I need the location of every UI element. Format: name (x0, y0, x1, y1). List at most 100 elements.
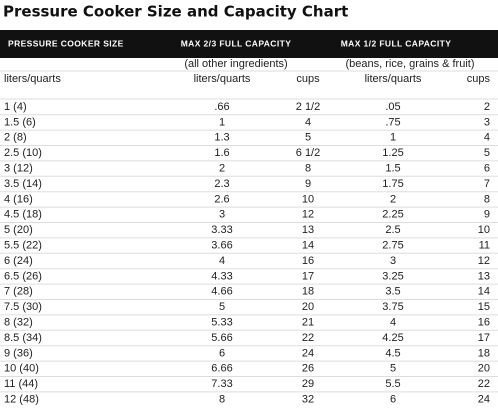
cell: 26 (302, 363, 314, 375)
cell: 3.33 (211, 224, 232, 236)
cell: 6.66 (211, 363, 232, 375)
cell: 22 (478, 378, 490, 390)
cell: 4 (16) (4, 193, 33, 205)
cell: 24 (478, 394, 490, 406)
cell: 16 (302, 255, 314, 267)
cell: 2 (390, 193, 396, 205)
cell: 2.75 (382, 240, 403, 252)
cell: 18 (302, 286, 314, 298)
cell: 6 (219, 347, 225, 359)
cell: 11 (44) (4, 378, 38, 390)
header: PRESSURE COOKER SIZE (8, 38, 124, 48)
cell: 2.25 (382, 209, 403, 221)
cell: 3 (484, 116, 490, 128)
cell: 5 (305, 132, 311, 144)
cell: 3.5 (14) (4, 178, 42, 190)
cell: 32 (302, 394, 314, 406)
cell: 3.75 (382, 301, 403, 313)
cell: 8 (305, 163, 311, 175)
cell: 20 (478, 363, 490, 375)
cell: 9 (484, 209, 490, 221)
cell: 14 (302, 240, 314, 252)
header-bar (0, 30, 498, 58)
cell: 18 (478, 347, 490, 359)
cell: 4 (390, 317, 396, 329)
cell: 12 (302, 209, 314, 221)
cell: 9 (305, 178, 311, 190)
cell: 5 (484, 147, 490, 159)
note: (all other ingredients) (184, 58, 287, 70)
cell: 1.3 (214, 132, 229, 144)
cell: 5.66 (211, 332, 232, 344)
cell: 1.25 (382, 147, 403, 159)
cell: .05 (385, 101, 400, 113)
cell: 24 (302, 347, 314, 359)
cell: 2.6 (214, 193, 229, 205)
cell: 3 (12) (4, 163, 33, 175)
cell: 1 (4) (4, 101, 27, 113)
cell: 8 (32) (4, 317, 33, 329)
cell: 10 (302, 193, 314, 205)
cell: 22 (302, 332, 314, 344)
cell: 3.25 (382, 270, 403, 282)
cell: 4.25 (382, 332, 403, 344)
cell: 2.5 (385, 224, 400, 236)
cell: 10 (478, 224, 490, 236)
cell: 6 1/2 (296, 147, 320, 159)
cell: 5.5 (22) (4, 240, 42, 252)
cell: 12 (48) (4, 394, 39, 406)
cell: 6 (390, 394, 396, 406)
cell: 4.66 (211, 286, 232, 298)
column-label: liters/quarts (4, 73, 61, 85)
cell: 1 (390, 132, 396, 144)
cell: 3.66 (211, 240, 232, 252)
cell: 4 (219, 255, 225, 267)
cell: 7.33 (211, 378, 232, 390)
header: MAX 2/3 FULL CAPACITY (181, 38, 292, 48)
cell: 4.33 (211, 270, 232, 282)
cell: 1.5 (6) (4, 116, 36, 128)
cell: 7.5 (30) (4, 301, 42, 313)
cell: 4 (305, 116, 311, 128)
cell: 11 (479, 240, 490, 252)
cell: 8 (219, 394, 225, 406)
cell: 4 (484, 132, 490, 144)
cell: 7 (28) (4, 286, 33, 298)
column-label: cups (467, 73, 491, 85)
column-label: liters/quarts (194, 73, 251, 85)
cell: 7 (484, 178, 490, 190)
cell: 5 (20) (4, 224, 33, 236)
header: MAX 1/2 FULL CAPACITY (341, 38, 452, 48)
cell: 8.5 (34) (4, 332, 42, 344)
cell: 2 (484, 101, 490, 113)
cell: 3 (219, 209, 225, 221)
cell: 13 (302, 224, 314, 236)
cell: 17 (478, 332, 490, 344)
cell: 2 (8) (4, 132, 27, 144)
cell: 16 (478, 317, 490, 329)
cell: 10 (40) (4, 363, 39, 375)
cell: 2.3 (214, 178, 229, 190)
cell: 17 (302, 270, 314, 282)
cell: 1.6 (214, 147, 229, 159)
cell: 2.5 (10) (4, 147, 42, 159)
cell: 8 (484, 193, 490, 205)
cell: 1.75 (382, 178, 403, 190)
cell: 6 (484, 163, 490, 175)
column-label: cups (296, 73, 320, 85)
cell: .75 (385, 116, 400, 128)
cell: 12 (478, 255, 490, 267)
cell: 5 (390, 363, 396, 375)
title: Pressure Cooker Size and Capacity Chart (3, 3, 348, 21)
cell: 20 (302, 301, 314, 313)
note: (beans, rice, grains & fruit) (346, 58, 475, 70)
cell: 6 (24) (4, 255, 33, 267)
cell: 5.5 (385, 378, 400, 390)
cell: 5.33 (211, 317, 232, 329)
cell: 15 (478, 301, 490, 313)
cell: 4.5 (385, 347, 400, 359)
cell: 2 (219, 163, 225, 175)
cell: 5 (219, 301, 225, 313)
cell: 14 (478, 286, 490, 298)
